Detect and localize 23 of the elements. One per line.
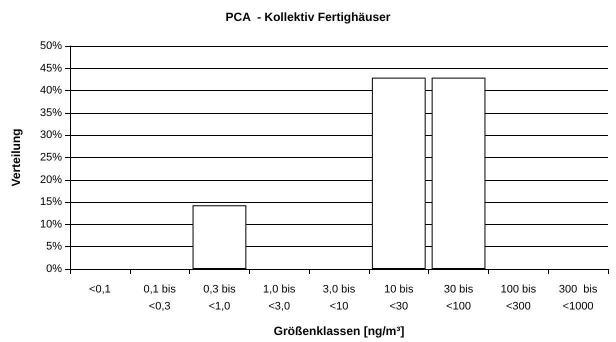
y-tick-label: 40% [40,84,62,97]
y-tick-label: 5% [46,240,62,253]
x-tick-label: 30 bis <100 [444,284,474,312]
y-tick-label: 25% [40,152,62,164]
x-tick-label: 1,0 bis <3,0 [263,284,296,312]
x-axis-title: Größenklassen [ng/m³] [274,324,404,338]
y-tick-label: 50% [40,40,62,52]
x-tick-label: 100 bis <300 [500,284,537,312]
y-tick-label: 15% [40,196,62,208]
x-tick-label: 300 bis <1000 [558,284,598,312]
y-tick-label: 45% [40,62,62,74]
y-tick-label: 30% [40,129,62,142]
y-tick-label: 0% [46,263,62,275]
x-tick-label: 0,1 bis <0,3 [143,284,176,312]
y-axis-title: Verteilung [9,128,23,187]
x-tick-label: 3,0 bis <10 [322,284,356,312]
y-tick-label: 35% [40,106,62,119]
chart-title: PCA - Kollektiv Fertighäuser [226,10,391,24]
x-tick-label: <0,1 [89,284,111,296]
x-tick-label: 10 bis <30 [384,284,414,312]
y-tick-label: 10% [40,218,62,230]
x-tick-label: 0,3 bis <1,0 [203,284,236,312]
y-tick-label: 20% [40,174,62,186]
